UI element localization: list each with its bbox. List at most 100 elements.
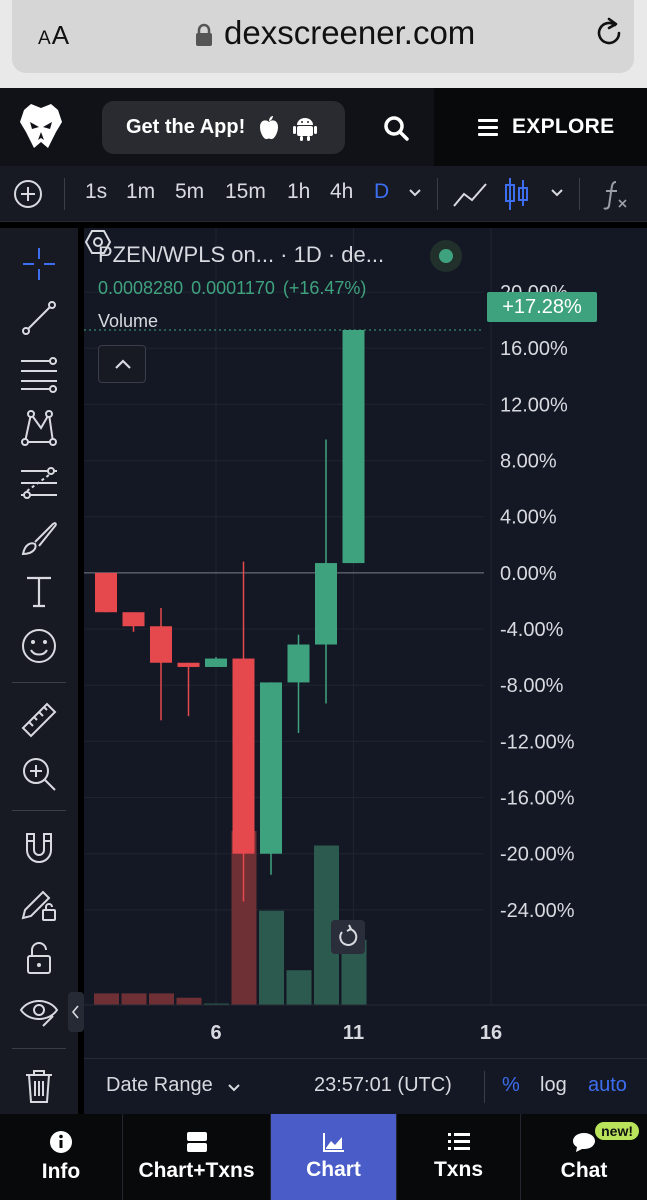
y-tick-label: -24.00% bbox=[500, 900, 575, 922]
address-bar[interactable]: AA dexscreener.com bbox=[12, 0, 634, 73]
date-range-button[interactable]: Date Range bbox=[106, 1074, 213, 1096]
add-indicator-icon[interactable] bbox=[12, 178, 44, 210]
text-tool-icon[interactable] bbox=[19, 572, 59, 612]
visibility-icon[interactable] bbox=[19, 992, 59, 1032]
lock-icon bbox=[196, 23, 212, 46]
bottom-tab-bar: Info Chart+Txns Chart Txns new! Chat bbox=[0, 1114, 647, 1200]
candles-chart-type-icon[interactable] bbox=[502, 176, 532, 212]
tab-txns[interactable]: Txns bbox=[397, 1114, 521, 1200]
auto-scale-toggle[interactable]: auto bbox=[588, 1074, 627, 1096]
chevron-up-icon bbox=[115, 359, 131, 369]
tab-chart-txns[interactable]: Chart+Txns bbox=[123, 1114, 271, 1200]
x-tick-label: 6 bbox=[210, 1022, 221, 1044]
y-tick-label: 12.00% bbox=[500, 394, 568, 416]
volume-bar bbox=[176, 997, 202, 1005]
tab-chart[interactable]: Chart bbox=[271, 1114, 397, 1200]
pattern-tool-icon[interactable] bbox=[19, 408, 59, 448]
unlock-icon[interactable] bbox=[19, 938, 59, 978]
info-icon bbox=[50, 1131, 72, 1153]
percent-scale-toggle[interactable]: % bbox=[502, 1074, 520, 1096]
interval-1h[interactable]: 1h bbox=[287, 180, 311, 203]
candle-body bbox=[177, 662, 200, 667]
interval-4h[interactable]: 4h bbox=[330, 180, 354, 203]
url-text[interactable]: dexscreener.com bbox=[224, 14, 476, 51]
log-scale-toggle[interactable]: log bbox=[540, 1074, 567, 1096]
interval-d[interactable]: D bbox=[374, 180, 390, 203]
indicators-fx-icon[interactable] bbox=[600, 178, 630, 210]
price-change: 0.0001170 bbox=[191, 278, 275, 298]
utc-clock[interactable]: 23:57:01 (UTC) bbox=[314, 1074, 452, 1096]
chevron-left-icon bbox=[71, 1005, 79, 1019]
pair-title: PZEN/WPLS on... · 1D · de... bbox=[98, 242, 385, 267]
x-tick-label: 11 bbox=[343, 1022, 364, 1044]
browser-bar: AA dexscreener.com bbox=[0, 0, 647, 88]
fib-lines-icon[interactable] bbox=[19, 353, 59, 393]
app-header: Get the App! EXPLORE bbox=[0, 88, 647, 166]
chevron-down-icon[interactable] bbox=[227, 1081, 241, 1095]
list-icon bbox=[447, 1133, 470, 1150]
dexscreener-logo-icon[interactable] bbox=[18, 102, 64, 152]
price-values: 0.0008280 0.0001170 (+16.47%) bbox=[98, 278, 418, 299]
trash-icon[interactable] bbox=[19, 1066, 59, 1106]
toolbar-divider bbox=[579, 178, 580, 210]
toolbar-divider bbox=[437, 178, 438, 210]
interval-5m[interactable]: 5m bbox=[175, 180, 205, 203]
zoom-in-icon[interactable] bbox=[19, 754, 59, 794]
candle-body bbox=[315, 563, 337, 645]
volume-bar bbox=[94, 993, 119, 1005]
y-tick-label: 4.00% bbox=[500, 507, 557, 529]
interval-1s[interactable]: 1s bbox=[85, 180, 108, 203]
explore-button[interactable]: EXPLORE bbox=[434, 88, 647, 166]
current-price: 0.0008280 bbox=[98, 278, 184, 298]
projection-tool-icon[interactable] bbox=[19, 463, 59, 503]
candle-body bbox=[232, 658, 255, 854]
y-tick-label: 16.00% bbox=[500, 338, 568, 360]
legend-collapse-button[interactable] bbox=[98, 345, 146, 383]
y-tick-label: 0.00% bbox=[500, 563, 557, 585]
candle-body bbox=[287, 644, 310, 683]
settings-icon[interactable] bbox=[84, 228, 112, 256]
text-size-button[interactable]: AA bbox=[38, 20, 71, 50]
price-change-pct: (+16.47%) bbox=[282, 278, 367, 298]
candlestick-chart[interactable]: 20.00%16.00%12.00%8.00%4.00%0.00%-4.00%-… bbox=[84, 228, 647, 1058]
android-icon bbox=[293, 117, 318, 141]
reload-icon[interactable] bbox=[592, 16, 626, 50]
chart-legend: PZEN/WPLS on... · 1D · de... 0.0008280 0.… bbox=[98, 242, 418, 332]
emoji-icon[interactable] bbox=[19, 626, 59, 666]
current-change-tag: +17.28% bbox=[487, 292, 597, 322]
reset-icon bbox=[339, 924, 358, 946]
sidebar-divider bbox=[12, 810, 66, 811]
toolbar-divider bbox=[64, 178, 65, 210]
chart-txns-icon bbox=[186, 1132, 207, 1152]
ruler-icon[interactable] bbox=[19, 700, 59, 740]
trend-line-icon[interactable] bbox=[19, 298, 59, 338]
candle-body bbox=[95, 572, 117, 613]
reset-chart-button[interactable] bbox=[331, 920, 365, 954]
market-status-indicator bbox=[430, 240, 462, 272]
sidebar-collapse-tab[interactable] bbox=[68, 992, 84, 1032]
x-tick-label: 16 bbox=[480, 1022, 502, 1044]
brush-icon[interactable] bbox=[19, 518, 59, 558]
tab-chat[interactable]: new! Chat bbox=[521, 1114, 647, 1200]
line-chart-type-icon[interactable] bbox=[452, 178, 488, 210]
y-tick-label: -20.00% bbox=[500, 844, 575, 866]
sidebar-divider bbox=[12, 682, 66, 683]
volume-bar bbox=[149, 993, 174, 1005]
chevron-down-icon[interactable] bbox=[408, 186, 422, 200]
magnet-icon[interactable] bbox=[19, 828, 59, 868]
volume-label: Volume bbox=[98, 311, 159, 331]
get-app-button[interactable]: Get the App! bbox=[102, 101, 345, 154]
candle-body bbox=[205, 658, 227, 667]
interval-1m[interactable]: 1m bbox=[126, 180, 156, 203]
chevron-down-icon[interactable] bbox=[550, 186, 564, 200]
crosshair-icon[interactable] bbox=[19, 244, 59, 284]
lock-drawing-icon[interactable] bbox=[19, 884, 59, 924]
tab-info[interactable]: Info bbox=[0, 1114, 123, 1200]
interval-15m[interactable]: 15m bbox=[225, 180, 266, 203]
search-icon[interactable] bbox=[382, 114, 412, 144]
y-tick-label: -8.00% bbox=[500, 675, 564, 697]
candle-body bbox=[342, 329, 365, 564]
volume-bar bbox=[286, 970, 312, 1005]
volume-bar bbox=[259, 910, 284, 1005]
chart-area[interactable]: 20.00%16.00%12.00%8.00%4.00%0.00%-4.00%-… bbox=[84, 228, 647, 1114]
